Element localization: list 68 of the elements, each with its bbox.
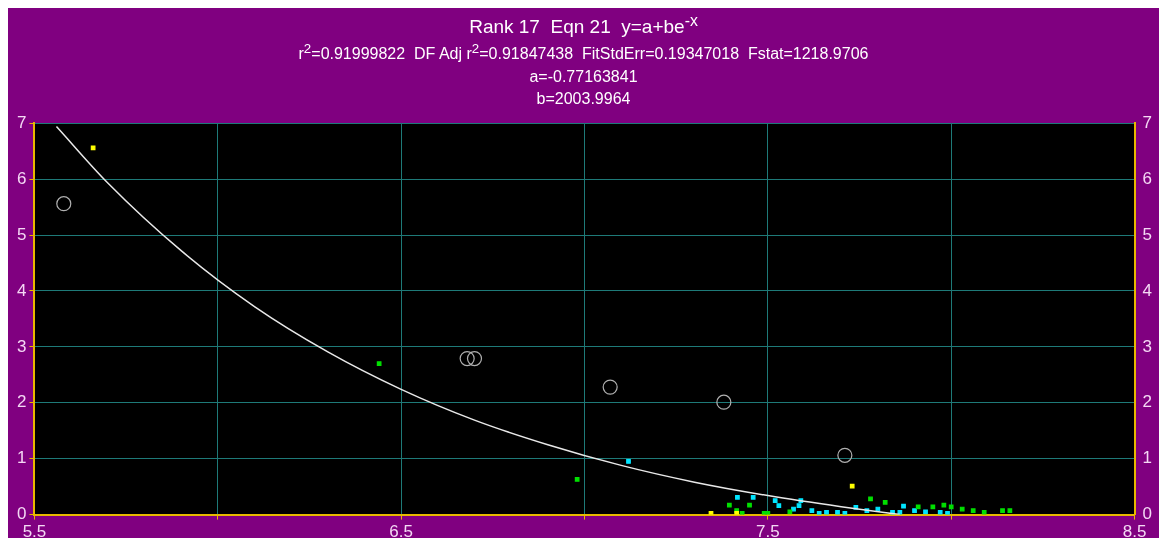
point	[868, 496, 873, 501]
y-tick-label: 7	[16, 112, 27, 132]
x-tick-label: 8.5	[1122, 522, 1147, 542]
point	[937, 509, 943, 515]
point	[56, 195, 72, 211]
x-tick-label: 5.5	[22, 522, 47, 542]
point	[765, 510, 771, 515]
point	[842, 510, 848, 515]
point	[897, 509, 903, 515]
y-tick-label: 2	[16, 392, 27, 412]
point	[959, 506, 965, 512]
point	[923, 509, 928, 514]
y-tick-label: 0	[16, 503, 27, 523]
point	[930, 504, 936, 509]
point	[849, 483, 855, 489]
point	[875, 506, 881, 512]
point	[459, 350, 475, 366]
y2-tick-label: 7	[1142, 112, 1153, 132]
point	[750, 494, 756, 500]
y2-tick-label: 3	[1142, 336, 1153, 356]
point	[726, 502, 732, 508]
point	[824, 509, 829, 515]
point	[981, 509, 987, 515]
point	[747, 502, 752, 508]
point	[912, 507, 917, 513]
y2-tick-label: 0	[1142, 503, 1153, 523]
point	[835, 509, 840, 515]
point	[90, 145, 96, 150]
point	[716, 394, 732, 410]
point	[735, 494, 740, 500]
y2-tick-label: 6	[1142, 168, 1153, 188]
point	[809, 507, 815, 513]
point	[1007, 507, 1013, 513]
chart-title: Rank 17 Eqn 21 y=a+be$^{-x}$	[468, 11, 699, 39]
chart-subtitle: r$^{2}$=0.91999822 DF Adj r$^{2}$=0.91847438 FitStdErr=0.19347018 Fstat=1218.9706	[297, 40, 870, 65]
point	[941, 502, 947, 508]
x-tick-label: 7.5	[756, 522, 780, 542]
y-tick-label: 3	[16, 336, 27, 356]
y-tick-label: 6	[16, 168, 27, 188]
y2-tick-label: 4	[1142, 280, 1153, 300]
y-tick-label: 4	[16, 280, 27, 300]
y2-tick-label: 5	[1142, 224, 1153, 244]
y-tick-label: 5	[16, 224, 27, 244]
point	[945, 510, 950, 515]
text: a=-0.77163841	[528, 66, 639, 87]
point	[376, 360, 382, 366]
point	[602, 379, 618, 395]
point	[772, 497, 778, 503]
point	[787, 509, 793, 514]
point	[1000, 507, 1005, 513]
point	[901, 503, 906, 509]
y-tick-label: 1	[16, 448, 27, 468]
y2-tick-label: 1	[1142, 448, 1153, 468]
text: b=2003.9964	[535, 88, 632, 109]
point	[626, 458, 631, 464]
point	[882, 499, 888, 505]
point	[796, 502, 802, 508]
point	[816, 510, 822, 515]
point	[466, 350, 483, 366]
point	[739, 510, 745, 515]
point	[837, 447, 853, 463]
point	[970, 507, 976, 513]
point	[948, 504, 954, 509]
x-tick-label: 6.5	[389, 522, 413, 542]
point	[776, 502, 782, 508]
point	[574, 476, 580, 482]
point	[915, 504, 921, 509]
y2-tick-label: 2	[1142, 392, 1153, 412]
